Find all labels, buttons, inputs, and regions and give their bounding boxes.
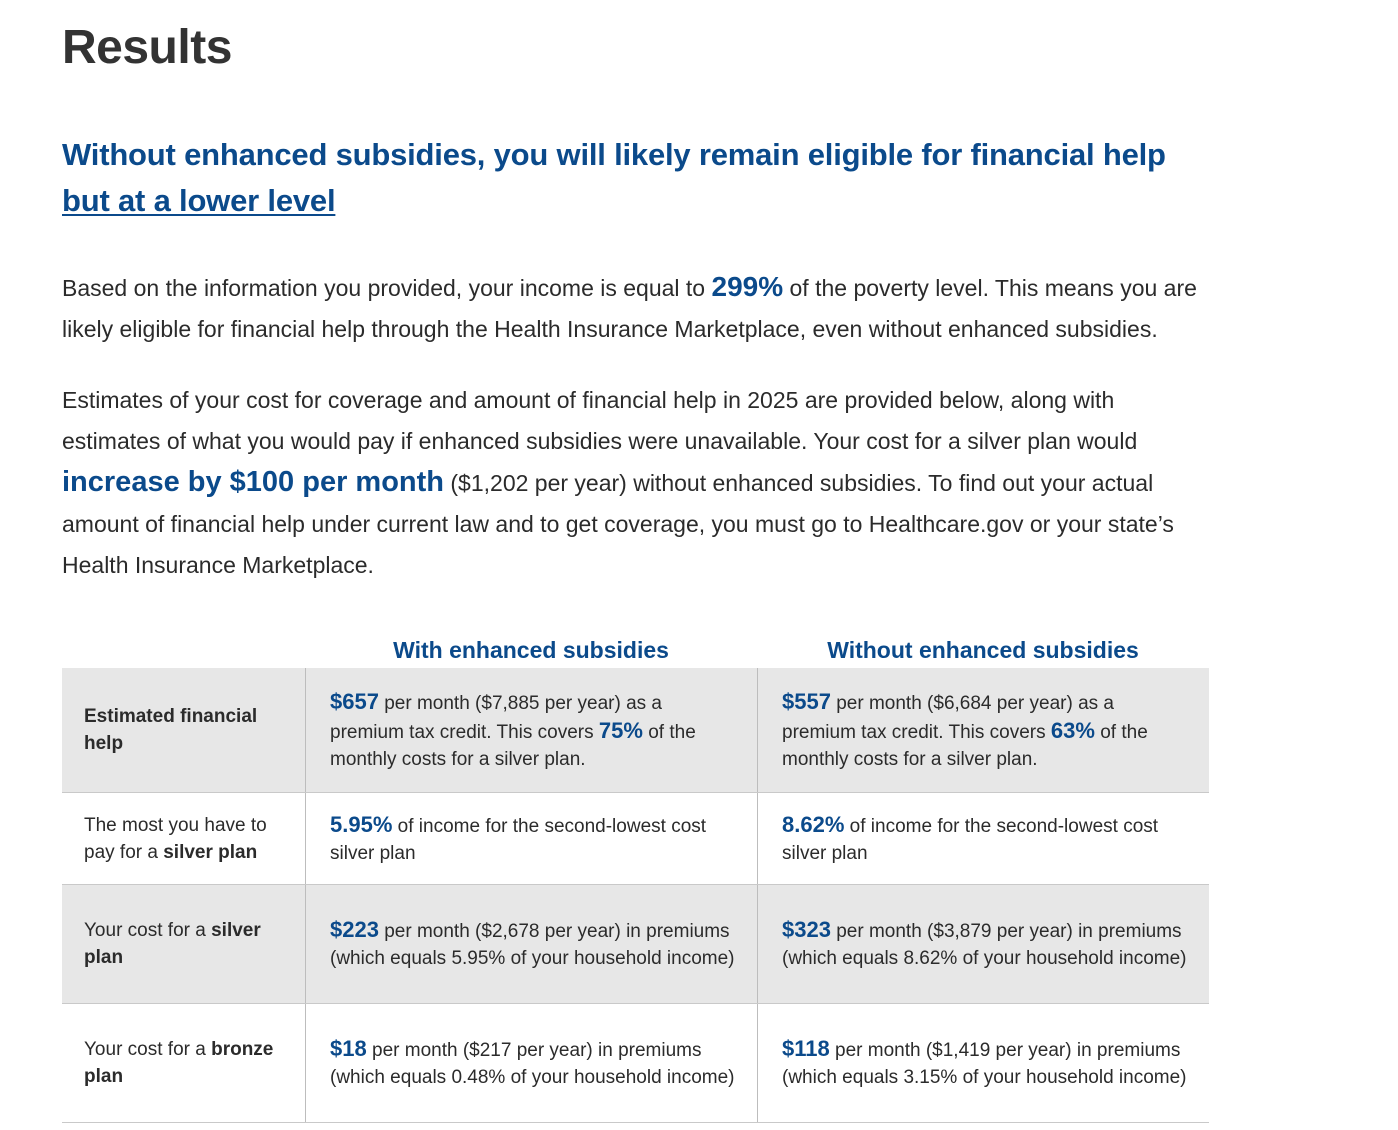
- cell-with-subsidies: $657 per month ($7,885 per year) as a pr…: [305, 668, 757, 792]
- row-label: The most you have to pay for a silver pl…: [62, 793, 305, 884]
- comparison-table: With enhanced subsidies Without enhanced…: [62, 614, 1209, 1123]
- cell-text: of income for the second-lowest cost sil…: [330, 815, 707, 864]
- amount-value: $323: [782, 917, 831, 942]
- cell-text: per month ($6,684 per year) as a premium…: [782, 692, 1114, 743]
- row-label-bold: silver plan: [84, 920, 261, 968]
- row-label-bold: bronze plan: [84, 1039, 274, 1087]
- amount-value: 8.62%: [782, 811, 845, 837]
- amount-value: $557: [782, 688, 831, 714]
- estimates-text-2: ($1,202 per year) without enhanced subsi…: [62, 470, 1174, 578]
- table-row-bronze-cost: Your cost for a bronze plan $18 per mont…: [62, 1004, 1209, 1123]
- cell-text: per month ($217 per year) in premiums (w…: [330, 1040, 735, 1088]
- row-label-text: Your cost for a: [84, 920, 212, 941]
- cost-increase: increase by $100 per month: [62, 466, 444, 498]
- cell-text: of the monthly costs for a silver plan.: [330, 721, 696, 770]
- results-headline: Without enhanced subsidies, you will lik…: [62, 132, 1202, 224]
- estimates-paragraph: Estimates of your cost for coverage and …: [62, 380, 1212, 586]
- table-row-silver-cost: Your cost for a silver plan $223 per mon…: [62, 885, 1209, 1004]
- amount-value: 5.95%: [330, 811, 393, 837]
- cell-with-subsidies: 5.95% of income for the second-lowest co…: [305, 793, 757, 884]
- amount-value: $18: [330, 1036, 367, 1061]
- table-header: With enhanced subsidies Without enhanced…: [62, 614, 1209, 668]
- results-page: Results Without enhanced subsidies, you …: [62, 0, 1212, 1123]
- cell-without-subsidies: $118 per month ($1,419 per year) in prem…: [757, 1004, 1209, 1122]
- row-label: Your cost for a silver plan: [62, 885, 305, 1003]
- estimates-text-1: Estimates of your cost for coverage and …: [62, 387, 1138, 454]
- coverage-percent: 75%: [598, 717, 643, 743]
- column-header-without: Without enhanced subsidies: [827, 637, 1139, 663]
- cell-without-subsidies: $557 per month ($6,684 per year) as a pr…: [757, 668, 1209, 792]
- column-header-with: With enhanced subsidies: [393, 637, 669, 663]
- row-label-bold: Estimated financial help: [84, 706, 258, 754]
- cell-text: per month ($2,678 per year) in premiums …: [330, 921, 735, 969]
- row-label-text: The most you have to pay for a: [84, 814, 267, 863]
- income-text-2: of the poverty level. This means you are…: [62, 275, 1197, 342]
- row-label-bold: silver plan: [163, 841, 258, 863]
- lower-level-link[interactable]: but at a lower level: [62, 183, 336, 218]
- cell-text: of income for the second-lowest cost sil…: [782, 815, 1159, 864]
- amount-value: $118: [782, 1036, 830, 1061]
- cell-text: per month ($1,419 per year) in premiums …: [782, 1040, 1187, 1088]
- poverty-percent: 299%: [711, 271, 784, 302]
- cell-text: of the monthly costs for a silver plan.: [782, 721, 1148, 770]
- coverage-percent: 63%: [1050, 717, 1095, 743]
- row-label: Estimated financial help: [62, 668, 305, 792]
- income-paragraph: Based on the information you provided, y…: [62, 266, 1212, 350]
- cell-without-subsidies: 8.62% of income for the second-lowest co…: [757, 793, 1209, 884]
- cell-with-subsidies: $18 per month ($217 per year) in premium…: [305, 1004, 757, 1122]
- amount-value: $657: [330, 688, 379, 714]
- table-row-financial-help: Estimated financial help $657 per month …: [62, 668, 1209, 793]
- cell-without-subsidies: $323 per month ($3,879 per year) in prem…: [757, 885, 1209, 1003]
- cell-text: per month ($7,885 per year) as a premium…: [330, 692, 662, 743]
- row-label-text: Your cost for a: [84, 1039, 212, 1060]
- page-title: Results: [62, 21, 232, 74]
- table-row-max-pay: The most you have to pay for a silver pl…: [62, 793, 1209, 885]
- income-text-1: Based on the information you provided, y…: [62, 275, 712, 301]
- row-label: Your cost for a bronze plan: [62, 1004, 305, 1122]
- amount-value: $223: [330, 917, 379, 942]
- headline-text: Without enhanced subsidies, you will lik…: [62, 137, 1166, 172]
- cell-text: per month ($3,879 per year) in premiums …: [782, 921, 1187, 969]
- cell-with-subsidies: $223 per month ($2,678 per year) in prem…: [305, 885, 757, 1003]
